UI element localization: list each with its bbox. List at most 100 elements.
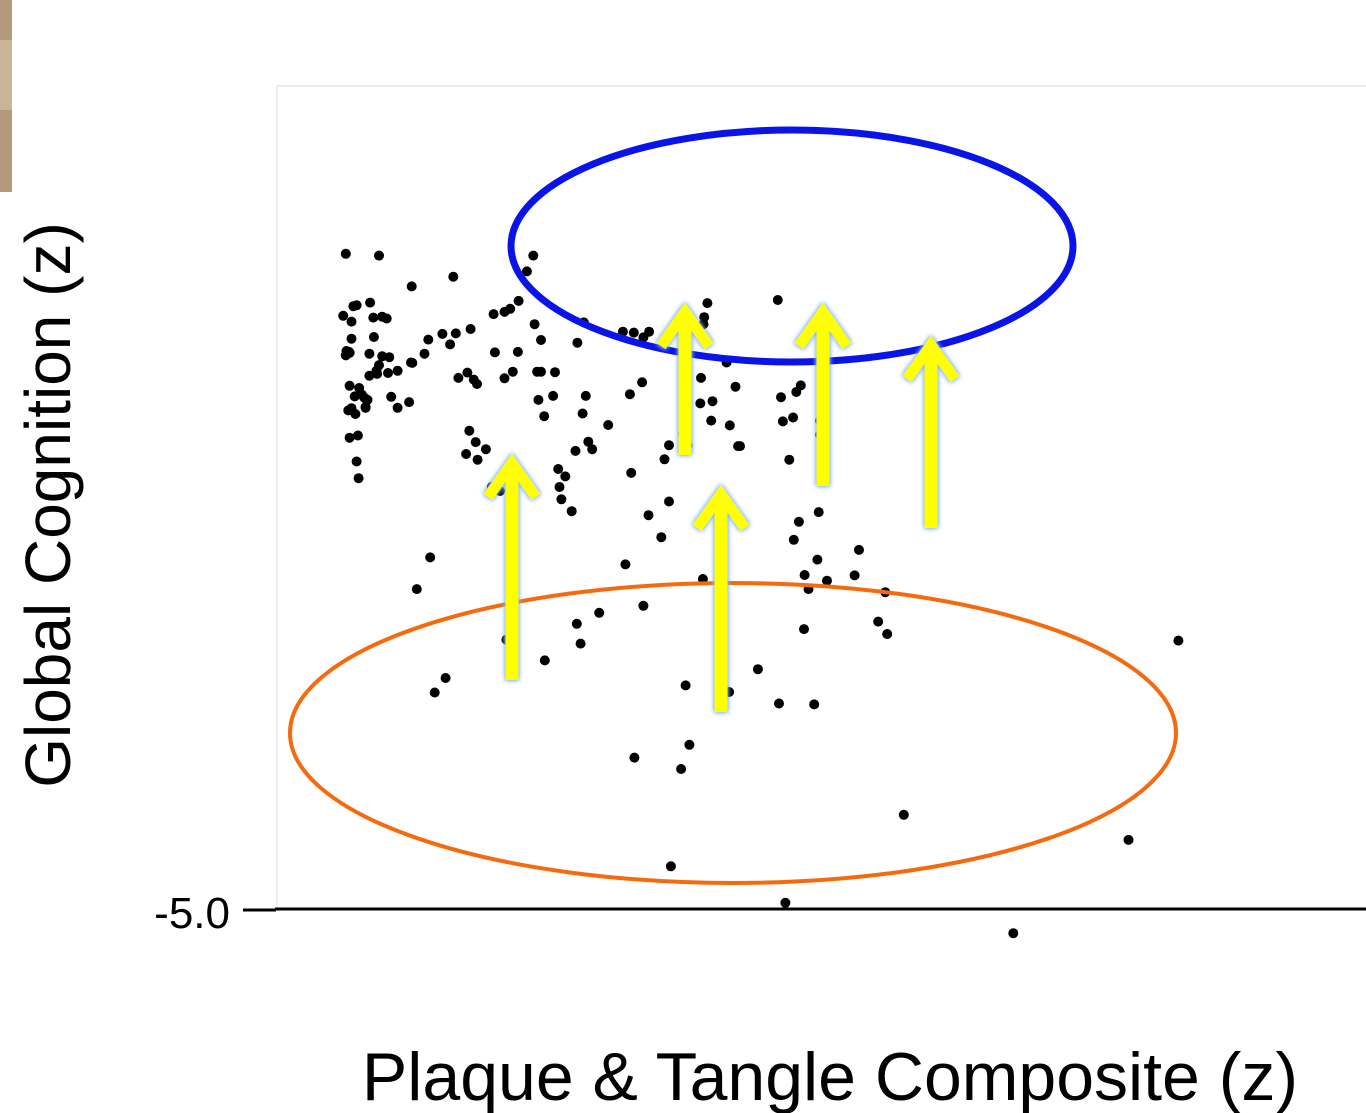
data-point	[407, 357, 418, 368]
data-point	[695, 398, 706, 409]
data-point	[425, 552, 436, 563]
data-point	[1173, 635, 1184, 646]
lower-ellipse	[288, 581, 1178, 885]
data-point	[374, 360, 384, 371]
data-point	[626, 467, 637, 478]
data-point	[620, 559, 631, 570]
data-point	[423, 334, 434, 345]
data-point	[381, 313, 392, 324]
data-point	[368, 332, 379, 342]
data-point	[437, 328, 448, 339]
data-point	[629, 752, 640, 763]
data-point	[873, 616, 884, 627]
data-point	[374, 250, 384, 261]
data-point	[776, 392, 786, 403]
data-point	[392, 365, 403, 376]
data-point	[637, 377, 648, 388]
data-point	[706, 415, 717, 426]
data-point	[583, 436, 594, 447]
data-point	[505, 303, 516, 314]
data-point	[353, 473, 364, 484]
data-point	[560, 471, 571, 482]
data-point	[480, 444, 491, 455]
data-point	[1123, 834, 1134, 845]
data-point	[472, 454, 483, 465]
data-point	[854, 544, 864, 555]
arrow-up-icon	[656, 302, 714, 455]
data-point	[362, 394, 373, 405]
data-point	[822, 575, 832, 586]
data-point	[462, 367, 473, 378]
data-point	[521, 266, 532, 277]
data-point	[566, 506, 577, 517]
data-point	[665, 861, 676, 872]
x-axis-label: Plaque & Tangle Composite (z)	[362, 1039, 1298, 1113]
data-point	[548, 390, 559, 401]
data-point	[571, 618, 582, 629]
data-point	[372, 368, 383, 379]
data-point	[344, 432, 355, 443]
data-point	[684, 739, 695, 750]
data-point	[539, 655, 550, 666]
data-point	[659, 454, 670, 465]
data-point	[368, 312, 379, 323]
data-point	[730, 381, 741, 392]
data-point	[384, 352, 395, 363]
data-point	[784, 454, 795, 465]
data-point	[793, 516, 804, 527]
data-point	[556, 494, 567, 505]
data-point	[364, 348, 375, 359]
data-point	[772, 295, 783, 305]
data-point	[344, 347, 355, 358]
data-point	[536, 366, 546, 377]
data-point	[570, 445, 581, 456]
data-point	[664, 440, 674, 451]
data-point	[448, 271, 459, 282]
data-point	[404, 397, 415, 408]
data-points	[338, 248, 1184, 939]
data-point	[799, 624, 809, 635]
data-point	[346, 316, 357, 327]
y-tick-label: -5.0	[154, 889, 230, 938]
arrow-up-icon	[794, 302, 852, 486]
data-point	[680, 680, 691, 691]
data-point	[603, 420, 614, 430]
data-point	[575, 638, 586, 649]
data-point	[470, 437, 481, 448]
data-point	[512, 346, 523, 357]
data-point	[696, 372, 706, 383]
data-point	[406, 281, 417, 292]
data-point	[352, 430, 363, 441]
data-point	[554, 482, 565, 492]
data-point	[528, 250, 539, 261]
data-point	[1008, 928, 1019, 939]
data-point	[724, 420, 735, 431]
data-point	[488, 309, 499, 320]
data-point	[533, 394, 544, 405]
data-point	[638, 600, 649, 611]
data-point	[351, 456, 362, 467]
data-point	[392, 402, 403, 413]
data-point	[386, 391, 397, 402]
data-point	[580, 390, 591, 401]
data-point	[499, 373, 510, 384]
data-point	[799, 570, 810, 580]
data-point	[346, 333, 357, 344]
data-point	[788, 412, 799, 423]
data-point	[553, 464, 564, 474]
data-point	[849, 570, 860, 581]
data-point	[572, 337, 583, 348]
data-point	[898, 809, 909, 820]
upper-ellipse	[507, 126, 1077, 366]
data-point	[350, 409, 361, 419]
arrow-up-icon	[902, 335, 960, 528]
data-point	[536, 335, 546, 345]
data-point	[383, 368, 393, 378]
photo-fragment-highlight	[0, 40, 12, 110]
data-point	[656, 532, 667, 543]
data-point	[577, 408, 588, 419]
data-point	[340, 248, 351, 259]
data-point	[676, 764, 687, 774]
data-point	[735, 441, 745, 452]
